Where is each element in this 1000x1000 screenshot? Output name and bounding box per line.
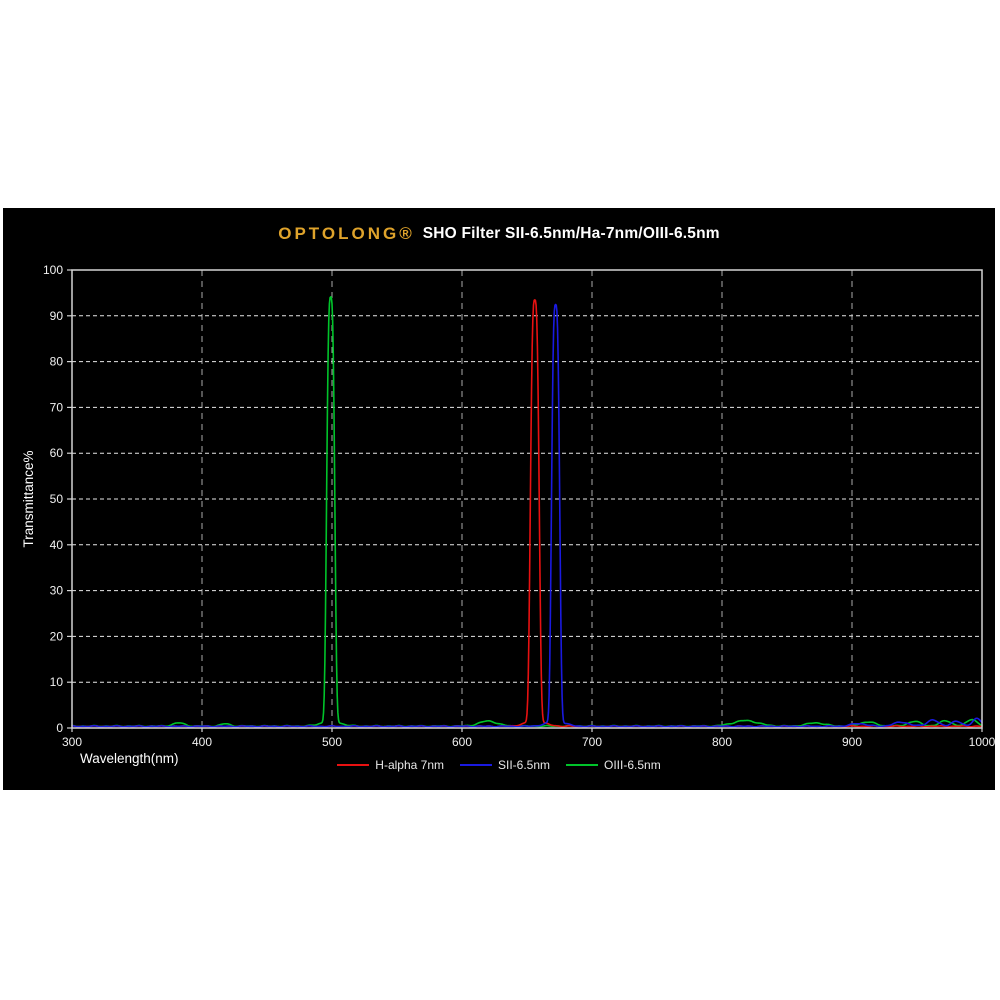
legend-swatch-oiii [566,764,599,766]
legend-swatch-sii [459,764,492,766]
x-axis-label: Wavelength(nm) [80,751,179,766]
series-curve-sii-6-5nm [71,303,983,728]
legend-label-sii: SII-6.5nm [497,758,551,772]
x-tick-label: 600 [452,735,472,749]
y-tick-label: 20 [50,629,64,643]
legend-item-halpha: H-alpha 7nm [337,758,444,772]
y-tick-label: 90 [50,309,64,323]
y-tick-label: 70 [50,400,64,414]
x-tick-label: 1000 [969,735,995,749]
y-tick-label: 60 [50,446,64,460]
chart-legend: H-alpha 7nm SII-6.5nm OIII-6.5nm [3,758,995,772]
x-tick-label: 400 [192,735,212,749]
brand-logo-text: OPTOLONG® [278,224,415,243]
x-tick-label: 900 [842,735,862,749]
legend-label-halpha: H-alpha 7nm [375,758,444,772]
y-tick-label: 80 [50,355,64,369]
y-tick-label: 10 [50,675,64,689]
legend-label-oiii: OIII-6.5nm [604,758,661,772]
chart-title-text: SHO Filter SII-6.5nm/Ha-7nm/OIII-6.5nm [422,225,720,242]
y-tick-label: 100 [43,263,63,277]
y-tick-label: 0 [56,721,63,735]
legend-item-oiii: OIII-6.5nm [566,758,661,772]
series-curve-h-alpha-7nm [71,298,983,728]
chart-title: OPTOLONG® SHO Filter SII-6.5nm/Ha-7nm/OII… [3,224,995,244]
x-tick-label: 800 [712,735,732,749]
legend-item-sii: SII-6.5nm [459,758,551,772]
y-tick-label: 50 [50,492,64,506]
x-tick-label: 700 [582,735,602,749]
x-tick-label: 500 [322,735,342,749]
transmittance-chart-svg: 0 10 20 30 40 50 60 70 80 90 100 300 400 500 600 700 800… [21,263,995,766]
legend-swatch-halpha [337,764,370,766]
y-axis-label: Transmittance% [21,450,36,547]
y-tick-label: 40 [50,538,64,552]
chart-panel: OPTOLONG® SHO Filter SII-6.5nm/Ha-7nm/OII… [3,208,995,790]
x-tick-label: 300 [62,735,82,749]
y-tick-label: 30 [50,584,64,598]
